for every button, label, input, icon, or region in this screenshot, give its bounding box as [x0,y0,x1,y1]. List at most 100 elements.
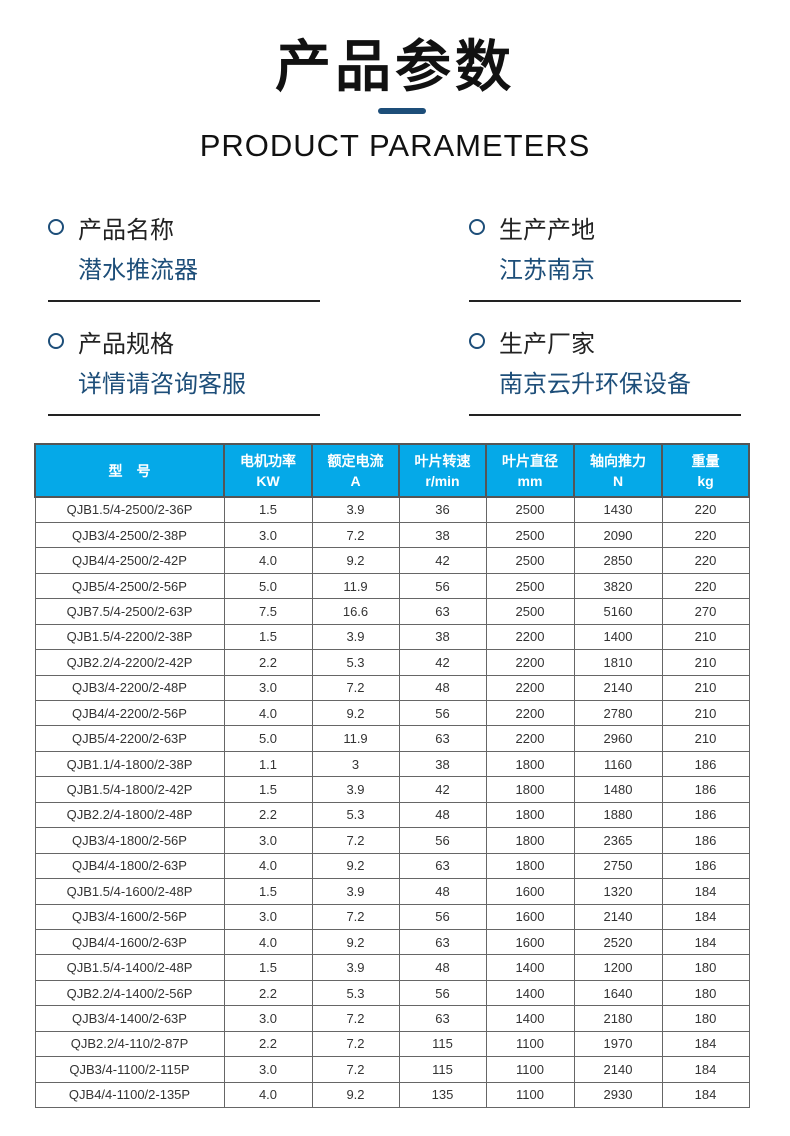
table-cell: 2500 [485,572,575,600]
table-cell: 210 [661,674,750,702]
table-row: QJB4/4-1100/2-135P 4.0 9.2 135 1100 2930 184 [34,1081,750,1109]
table-cell: 186 [661,776,750,803]
table-cell: 2500 [485,547,575,574]
table-row: QJB1.5/4-1400/2-48P 1.5 3.9 48 1400 1200 180 [34,954,750,981]
table-cell: 2200 [485,649,575,676]
table-cell: QJB2.2/4-1400/2-56P [34,979,225,1007]
column-header: 重量 kg [661,443,750,498]
table-cell: 270 [661,598,750,625]
table-cell: 1200 [573,954,663,981]
circle-bullet-icon [469,333,485,349]
table-cell: QJB4/4-2500/2-42P [34,547,225,574]
table-cell: 2200 [485,725,575,752]
table-cell: QJB3/4-1400/2-63P [34,1005,225,1032]
table-row: QJB2.2/4-2200/2-42P 2.2 5.3 42 2200 1810 210 [34,649,750,676]
table-cell: QJB5/4-2200/2-63P [34,725,225,752]
table-row: QJB3/4-1100/2-115P 3.0 7.2 115 1100 2140 184 [34,1056,750,1083]
column-header-text: mm [517,472,543,489]
table-cell: 48 [398,954,487,981]
table-cell: 38 [398,750,487,778]
divider [469,300,741,302]
table-cell: 5.3 [311,649,400,676]
table-cell: 210 [661,725,750,752]
table-cell: 7.2 [311,1030,400,1058]
table-cell: QJB4/4-1800/2-63P [34,852,225,880]
column-header-text: N [612,472,624,489]
column-header-text: A [350,472,361,489]
table-cell: 220 [661,572,750,600]
table-cell: 1640 [573,979,663,1007]
table-cell: 1.5 [223,623,313,651]
divider [469,414,741,416]
table-cell: 4.0 [223,1081,313,1109]
table-cell: 1800 [485,776,575,803]
table-cell: 2365 [573,827,663,854]
table-cell: 184 [661,1056,750,1083]
table-cell: 4.0 [223,547,313,574]
table-row: QJB1.5/4-2200/2-38P 1.5 3.9 38 2200 1400 210 [34,623,750,651]
table-cell: 220 [661,496,750,523]
table-cell: 1.5 [223,496,313,523]
column-header: 电机功率 KW [223,443,313,498]
divider [48,300,320,302]
table-cell: 184 [661,903,750,930]
table-row: QJB4/4-2500/2-42P 4.0 9.2 42 2500 2850 220 [34,547,750,574]
table-cell: 42 [398,776,487,803]
table-cell: 3.0 [223,521,313,549]
table-row: QJB2.2/4-110/2-87P 2.2 7.2 115 1100 1970 184 [34,1030,750,1058]
table-cell: 63 [398,725,487,752]
column-header-text: 叶片直径 [502,452,558,469]
table-cell: 2780 [573,699,663,727]
table-cell: QJB1.5/4-2500/2-36P [34,496,225,523]
table-cell: QJB3/4-2500/2-38P [34,521,225,549]
table-cell: 3.0 [223,1056,313,1083]
table-cell: 1600 [485,928,575,956]
table-cell: 48 [398,801,487,829]
table-row: QJB1.5/4-1800/2-42P 1.5 3.9 42 1800 1480 186 [34,776,750,803]
table-cell: 1800 [485,750,575,778]
table-cell: 220 [661,521,750,549]
column-header: 额定电流 A [311,443,400,498]
table-cell: 9.2 [311,852,400,880]
table-cell: 11.9 [311,572,400,600]
table-cell: 56 [398,979,487,1007]
table-cell: 56 [398,699,487,727]
circle-bullet-icon [469,219,485,235]
table-cell: 48 [398,878,487,905]
table-cell: 2.2 [223,979,313,1007]
table-cell: 3.0 [223,674,313,702]
table-cell: 2.2 [223,801,313,829]
title-divider [378,108,426,114]
table-cell: 3.9 [311,954,400,981]
table-cell: 210 [661,699,750,727]
table-cell: 2930 [573,1081,663,1109]
table-cell: 48 [398,674,487,702]
table-cell: QJB1.5/4-1600/2-48P [34,878,225,905]
table-cell: QJB2.2/4-2200/2-42P [34,649,225,676]
table-cell: QJB3/4-1600/2-56P [34,903,225,930]
table-cell: 1430 [573,496,663,523]
table-cell: 2200 [485,674,575,702]
table-cell: 9.2 [311,699,400,727]
table-cell: 1.5 [223,776,313,803]
table-cell: 56 [398,903,487,930]
info-label: 生产产地 [499,216,595,244]
table-cell: 5.3 [311,979,400,1007]
table-cell: 1100 [485,1056,575,1083]
table-cell: 4.0 [223,928,313,956]
table-row: QJB1.5/4-1600/2-48P 1.5 3.9 48 1600 1320 184 [34,878,750,905]
table-cell: 3.0 [223,827,313,854]
table-cell: 1100 [485,1030,575,1058]
table-cell: 184 [661,1081,750,1109]
table-cell: 4.0 [223,699,313,727]
info-value: 详情请咨询客服 [78,370,246,398]
table-cell: 7.2 [311,521,400,549]
column-header: 轴向推力 N [573,443,663,498]
table-cell: QJB4/4-1600/2-63P [34,928,225,956]
table-cell: 2500 [485,521,575,549]
table-cell: 2140 [573,1056,663,1083]
table-row: QJB3/4-1800/2-56P 3.0 7.2 56 1800 2365 186 [34,827,750,854]
table-cell: 7.2 [311,827,400,854]
table-cell: 2200 [485,623,575,651]
table-cell: 2500 [485,598,575,625]
